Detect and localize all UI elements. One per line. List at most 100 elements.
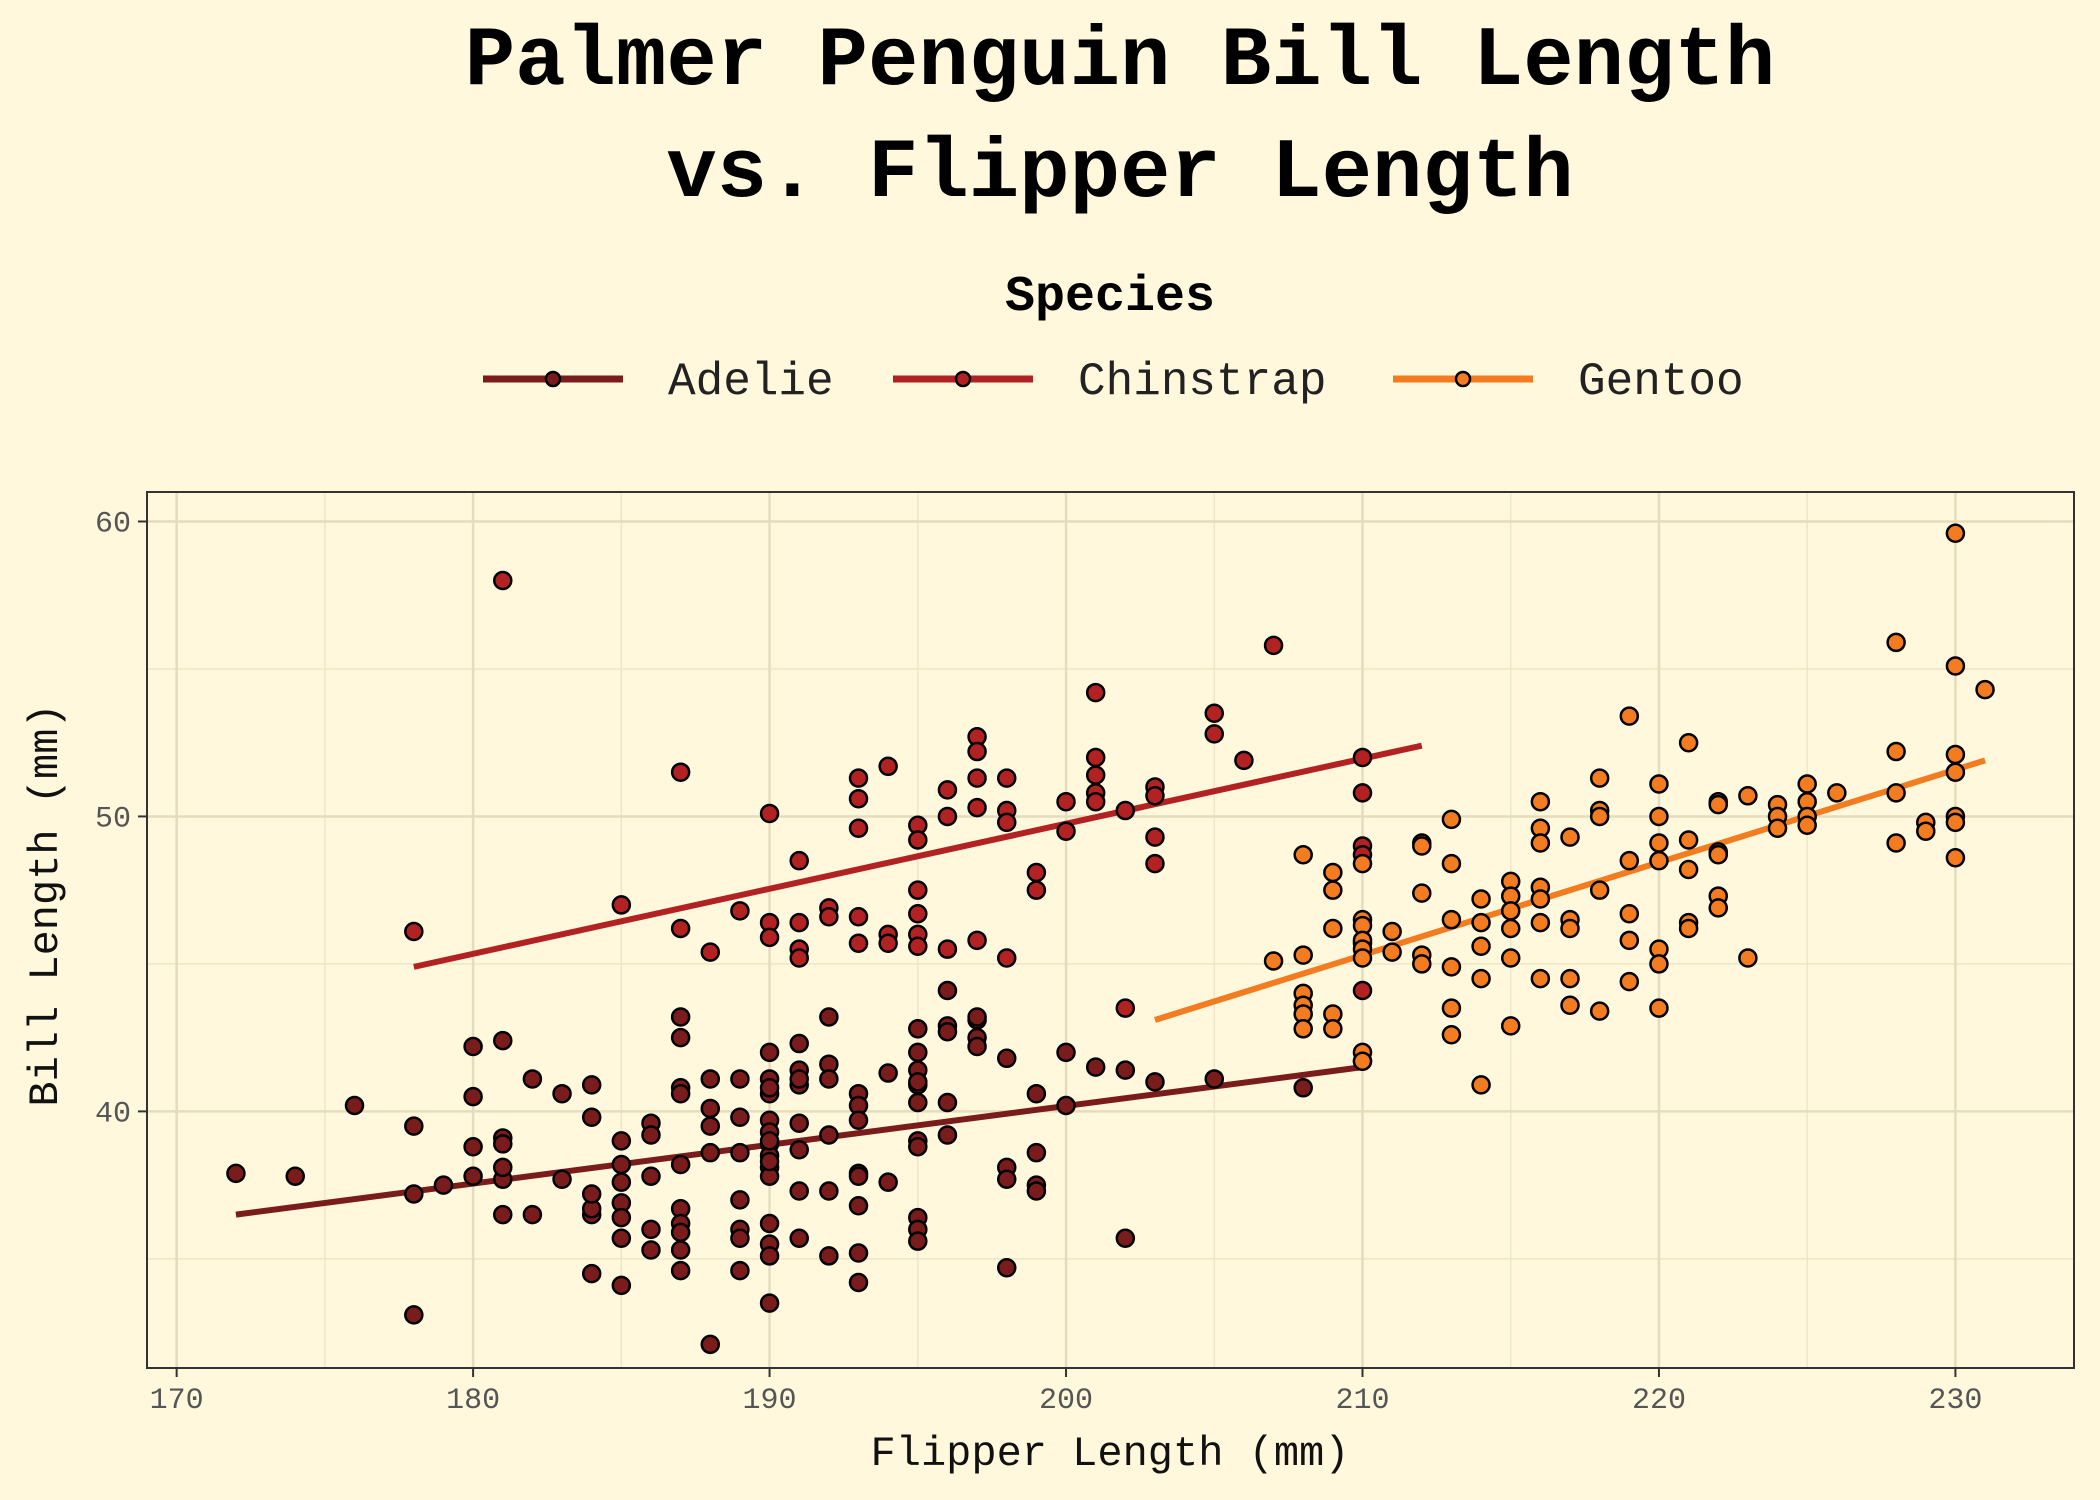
- point-adelie: [908, 1092, 928, 1113]
- legend-label-chinstrap: Chinstrap: [1078, 356, 1326, 408]
- point-chinstrap: [1085, 747, 1106, 768]
- x-tick-label: 230: [1928, 1384, 1982, 1418]
- point-gentoo: [1293, 845, 1313, 865]
- point-gentoo: [1530, 791, 1551, 812]
- x-tick-label: 220: [1632, 1384, 1686, 1418]
- point-chinstrap: [908, 830, 928, 850]
- point-chinstrap: [819, 906, 839, 927]
- legend-label-gentoo: Gentoo: [1578, 356, 1744, 408]
- point-gentoo: [1708, 845, 1728, 865]
- point-adelie: [789, 1139, 809, 1160]
- point-gentoo: [1560, 968, 1580, 989]
- point-adelie: [878, 1172, 898, 1192]
- point-gentoo: [1323, 1019, 1343, 1039]
- point-adelie: [759, 1042, 780, 1063]
- point-gentoo: [1293, 945, 1313, 965]
- point-adelie: [670, 1260, 691, 1281]
- point-adelie: [789, 1033, 809, 1054]
- point-chinstrap: [789, 912, 809, 933]
- point-gentoo: [1589, 768, 1610, 788]
- point-adelie: [1056, 1042, 1076, 1063]
- point-adelie: [848, 1243, 869, 1263]
- point-adelie: [670, 1027, 691, 1048]
- point-gentoo: [1649, 806, 1669, 827]
- point-gentoo: [1589, 880, 1610, 900]
- chart-title-line-1: Palmer Penguin Bill Length: [465, 15, 1776, 110]
- point-gentoo: [1352, 853, 1373, 874]
- point-chinstrap: [700, 942, 721, 962]
- point-chinstrap: [848, 818, 869, 838]
- point-chinstrap: [908, 936, 928, 956]
- point-adelie: [878, 1063, 898, 1083]
- point-adelie: [908, 1231, 928, 1251]
- point-gentoo: [1886, 741, 1906, 762]
- legend-item-adelie: Adelie: [483, 356, 834, 408]
- point-gentoo: [1797, 774, 1817, 794]
- point-adelie: [700, 1069, 721, 1089]
- point-adelie: [730, 1107, 750, 1128]
- point-chinstrap: [1056, 791, 1076, 812]
- point-adelie: [433, 1175, 454, 1195]
- point-gentoo: [1738, 786, 1758, 806]
- point-adelie: [730, 1069, 750, 1089]
- point-chinstrap: [996, 812, 1017, 833]
- chart-title-line-2: vs. Flipper Length: [666, 127, 1573, 222]
- point-chinstrap: [611, 895, 632, 915]
- legend-item-gentoo: Gentoo: [1393, 356, 1744, 408]
- point-adelie: [848, 1166, 869, 1187]
- point-gentoo: [1649, 998, 1669, 1018]
- point-gentoo: [1708, 898, 1728, 918]
- point-gentoo: [1560, 918, 1580, 939]
- point-chinstrap: [1352, 747, 1373, 768]
- point-adelie: [581, 1075, 602, 1095]
- point-gentoo: [1471, 936, 1491, 956]
- point-adelie: [908, 1072, 928, 1092]
- point-adelie: [493, 1134, 513, 1154]
- point-chinstrap: [937, 939, 958, 959]
- y-tick-label: 40: [95, 1097, 131, 1131]
- point-adelie: [670, 1083, 691, 1104]
- point-adelie: [819, 1007, 839, 1027]
- point-gentoo: [1649, 774, 1669, 794]
- point-adelie: [937, 1125, 958, 1145]
- point-gentoo: [1530, 889, 1551, 909]
- point-chinstrap: [848, 768, 869, 788]
- point-gentoo: [1263, 951, 1284, 971]
- point-adelie: [641, 1240, 661, 1260]
- point-gentoo: [1382, 921, 1402, 942]
- point-adelie: [730, 1228, 750, 1248]
- point-gentoo: [1352, 1051, 1373, 1072]
- point-gentoo: [1619, 706, 1640, 726]
- point-adelie: [819, 1246, 839, 1266]
- point-adelie: [848, 1110, 869, 1130]
- x-tick-label: 170: [150, 1384, 204, 1418]
- point-adelie: [996, 1048, 1017, 1069]
- point-adelie: [611, 1228, 632, 1248]
- y-axis-ticks: 40 50 60: [95, 507, 147, 1131]
- point-adelie: [1115, 1060, 1136, 1080]
- point-gentoo: [1945, 744, 1966, 765]
- point-adelie: [552, 1083, 572, 1104]
- point-adelie: [670, 1240, 691, 1260]
- point-gentoo: [1619, 971, 1640, 992]
- point-adelie: [908, 1042, 928, 1063]
- point-adelie: [404, 1116, 424, 1136]
- point-chinstrap: [908, 880, 928, 900]
- point-adelie: [1204, 1069, 1225, 1089]
- point-chinstrap: [908, 904, 928, 924]
- legend-item-chinstrap: Chinstrap: [893, 356, 1326, 408]
- point-adelie: [1026, 1083, 1047, 1104]
- point-adelie: [759, 1293, 780, 1313]
- point-gentoo: [1945, 523, 1966, 544]
- point-chinstrap: [967, 930, 987, 951]
- point-adelie: [611, 1207, 632, 1228]
- point-adelie: [522, 1204, 543, 1225]
- point-adelie: [344, 1095, 365, 1116]
- point-adelie: [967, 1036, 987, 1057]
- data-points: [226, 523, 1995, 1355]
- point-chinstrap: [878, 933, 898, 954]
- point-gentoo: [1738, 948, 1758, 968]
- point-adelie: [670, 1007, 691, 1027]
- point-adelie: [611, 1154, 632, 1175]
- legend-title: Species: [1005, 269, 1215, 326]
